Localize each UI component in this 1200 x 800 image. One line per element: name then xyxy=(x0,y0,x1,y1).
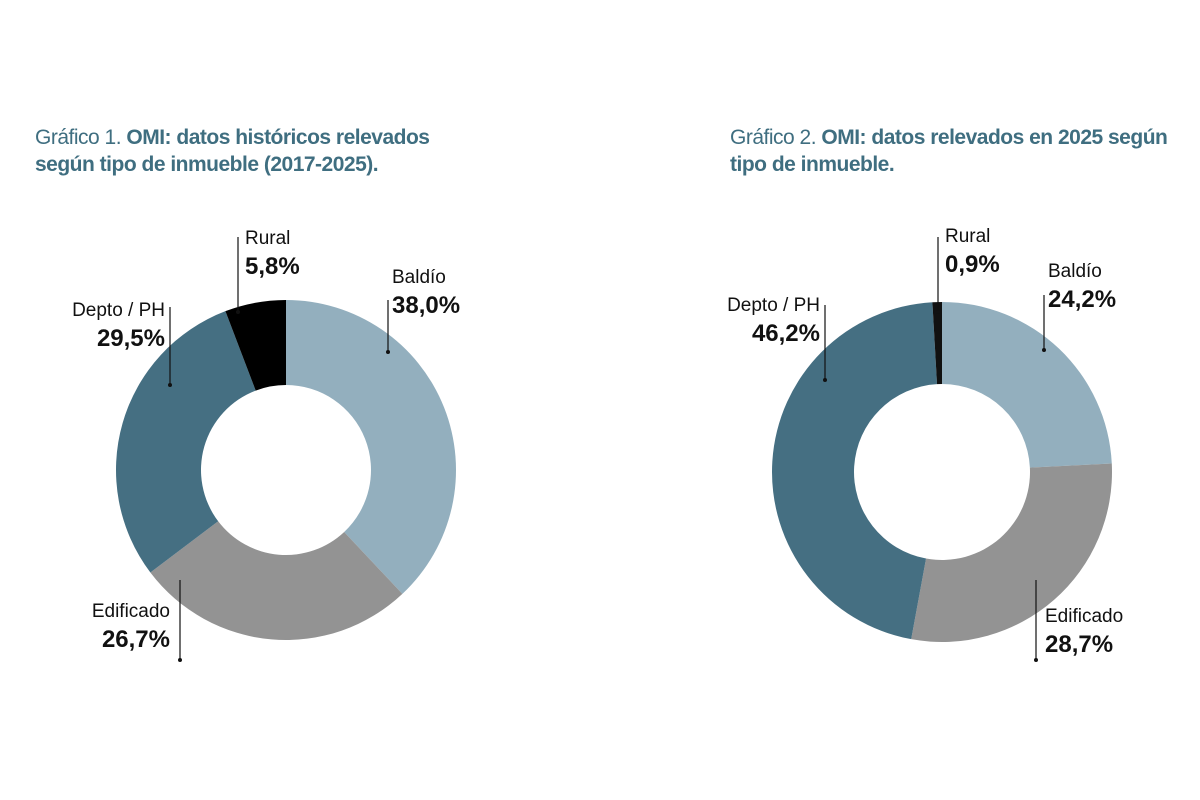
slice-value: 28,7% xyxy=(1045,631,1113,658)
slice-value: 5,8% xyxy=(245,253,300,280)
slice-name: Depto / PH xyxy=(72,300,165,321)
title-label: Gráfico 2. xyxy=(730,126,817,149)
leader-dot xyxy=(236,310,240,314)
slice-name: Depto / PH xyxy=(727,295,820,316)
slice-value: 46,2% xyxy=(752,320,820,347)
donut-slice xyxy=(225,300,286,391)
donut-slice xyxy=(771,302,938,640)
leader-dot xyxy=(1042,348,1046,352)
leader-dot xyxy=(178,658,182,662)
donut-slice xyxy=(911,463,1112,642)
slice-name: Edificado xyxy=(1045,606,1123,627)
donut-slice xyxy=(115,311,256,573)
leader-dot xyxy=(823,378,827,382)
slice-value: 38,0% xyxy=(392,292,460,319)
slice-name: Edificado xyxy=(92,601,170,622)
slice-name: Baldío xyxy=(1048,261,1102,282)
donut-slice xyxy=(932,302,942,385)
leader-dot xyxy=(386,350,390,354)
donut-slice xyxy=(150,521,403,641)
slice-name: Rural xyxy=(245,228,290,249)
leader-dot xyxy=(168,383,172,387)
slice-value: 29,5% xyxy=(97,325,165,352)
title-label: Gráfico 1. xyxy=(35,126,122,149)
chart-title: Gráfico 2. OMI: datos relevados en 2025 … xyxy=(730,124,1170,178)
slice-value: 26,7% xyxy=(102,626,170,653)
leader-dot xyxy=(936,310,940,314)
donut-slice xyxy=(942,302,1112,468)
chart-title: Gráfico 1. OMI: datos históricos relevad… xyxy=(35,124,475,178)
slice-name: Baldío xyxy=(392,267,446,288)
slice-value: 24,2% xyxy=(1048,286,1116,313)
donut-slice xyxy=(286,300,457,594)
title-text: OMI: datos históricos relevados según ti… xyxy=(35,126,430,176)
slice-value: 0,9% xyxy=(945,251,1000,278)
leader-dot xyxy=(1034,658,1038,662)
title-text: OMI: datos relevados en 2025 según tipo … xyxy=(730,126,1168,176)
slice-name: Rural xyxy=(945,226,990,247)
